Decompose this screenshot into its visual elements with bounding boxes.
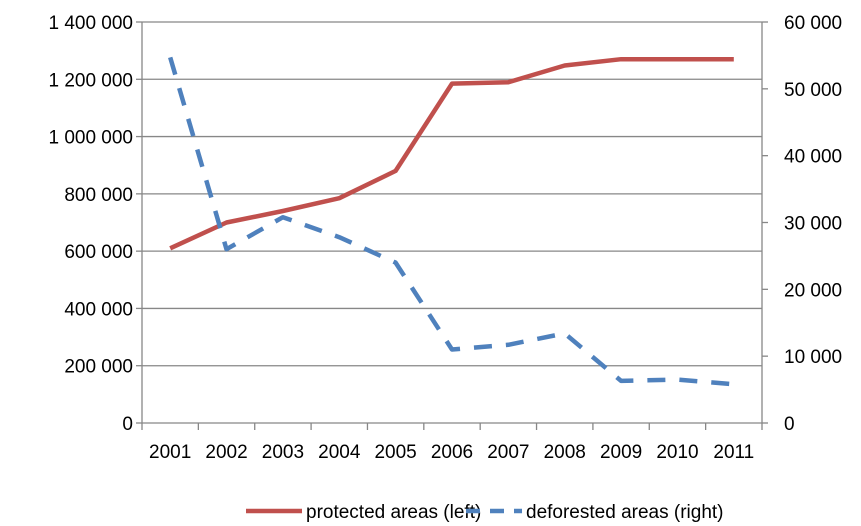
right-y-tick-label: 20 000 [784, 280, 842, 301]
series-lines [168, 56, 734, 387]
x-tick-label: 2006 [431, 442, 473, 463]
left-y-tick-label: 1 200 000 [48, 70, 133, 91]
x-tick-label: 2001 [149, 442, 191, 463]
left-y-tick-label: 1 400 000 [48, 13, 133, 34]
left-y-tick-label: 400 000 [64, 299, 133, 320]
right-y-tick-label: 40 000 [784, 147, 842, 168]
series-line-protected-areas [169, 56, 734, 251]
x-tick-label: 2004 [318, 442, 361, 463]
axes [136, 21, 768, 430]
x-axis-tick-labels: 2001 2002 2003 2004 2005 2006 2007 2008 2009 2010… [149, 442, 754, 463]
right-y-tick-label: 60 000 [784, 13, 842, 34]
x-tick-label: 2002 [205, 442, 247, 463]
x-tick-label: 2007 [487, 442, 529, 463]
left-y-tick-label: 0 [122, 414, 133, 435]
left-y-tick-label: 600 000 [64, 242, 133, 263]
legend-label-deforested-areas: deforested areas (right) [526, 502, 724, 523]
right-y-tick-label: 30 000 [784, 214, 842, 235]
left-y-tick-label: 200 000 [64, 357, 133, 378]
x-tick-label: 2009 [600, 442, 642, 463]
right-y-axis-tick-labels: 0 10 000 20 000 30 000 40 000 50 000 60 000 [784, 13, 842, 435]
x-tick-label: 2005 [374, 442, 416, 463]
x-tick-label: 2011 [713, 442, 754, 463]
right-y-tick-label: 10 000 [784, 347, 842, 368]
x-tick-label: 2003 [262, 442, 304, 463]
x-tick-label: 2010 [656, 442, 698, 463]
right-y-tick-label: 0 [784, 414, 795, 435]
x-tick-label: 2008 [544, 442, 586, 463]
left-y-tick-label: 1 000 000 [48, 128, 133, 149]
series-line-deforested-areas [168, 56, 734, 387]
right-y-tick-label: 50 000 [784, 80, 842, 101]
left-y-axis-tick-labels: 0 200 000 400 000 600 000 800 000 1 000 000 1 … [48, 13, 133, 435]
left-y-tick-label: 800 000 [64, 185, 133, 206]
legend: protected areas (left) deforested areas … [246, 502, 724, 523]
gridlines [142, 21, 762, 367]
legend-label-protected-areas: protected areas (left) [306, 502, 481, 523]
